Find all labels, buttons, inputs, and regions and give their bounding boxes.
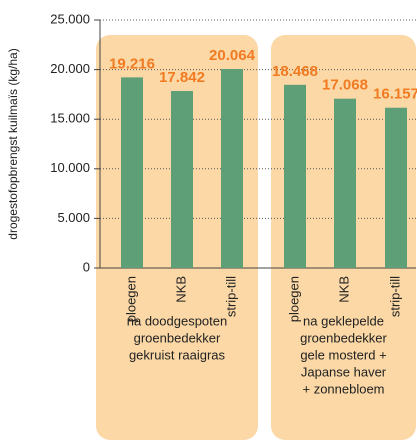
bar [121, 77, 143, 268]
group-label: gekruist raaigras [129, 347, 226, 362]
group-label: gele mosterd + [300, 347, 386, 362]
group-label: Japanse haver [301, 364, 387, 379]
y-tick-label: 20.000 [50, 61, 90, 76]
x-tick-label: ploegen [123, 276, 138, 322]
bar [385, 107, 407, 268]
value-label: 17.068 [322, 77, 368, 94]
bar [221, 68, 243, 268]
group-label: na geklepelde [303, 313, 384, 328]
x-tick-label: ploegen [286, 276, 301, 322]
bar [171, 91, 193, 269]
y-tick-label: 0 [83, 259, 90, 274]
y-tick-label: 25.000 [50, 11, 90, 26]
value-label: 17.842 [159, 69, 205, 86]
x-tick-label: NKB [173, 276, 188, 303]
group-label: na doodgespoten [127, 313, 227, 328]
group-label: groenbedekker [134, 330, 221, 345]
group-label: groenbedekker [300, 330, 387, 345]
y-axis-label: drogestofopbrengst kuilmaïs (kg/ha) [6, 48, 20, 239]
value-label: 20.064 [209, 47, 256, 64]
bar [284, 84, 306, 268]
y-tick-label: 10.000 [50, 160, 90, 175]
group-label: + zonnebloem [302, 381, 384, 396]
y-tick-label: 15.000 [50, 111, 90, 126]
value-label: 18.468 [272, 63, 318, 80]
value-label: 16.157 [373, 86, 417, 103]
x-tick-label: NKB [336, 276, 351, 303]
y-tick-label: 5.000 [57, 210, 90, 225]
bar [334, 98, 356, 268]
value-label: 19.216 [109, 55, 155, 72]
x-tick-label: strip-till [223, 276, 238, 317]
x-tick-label: strip-till [387, 276, 402, 317]
